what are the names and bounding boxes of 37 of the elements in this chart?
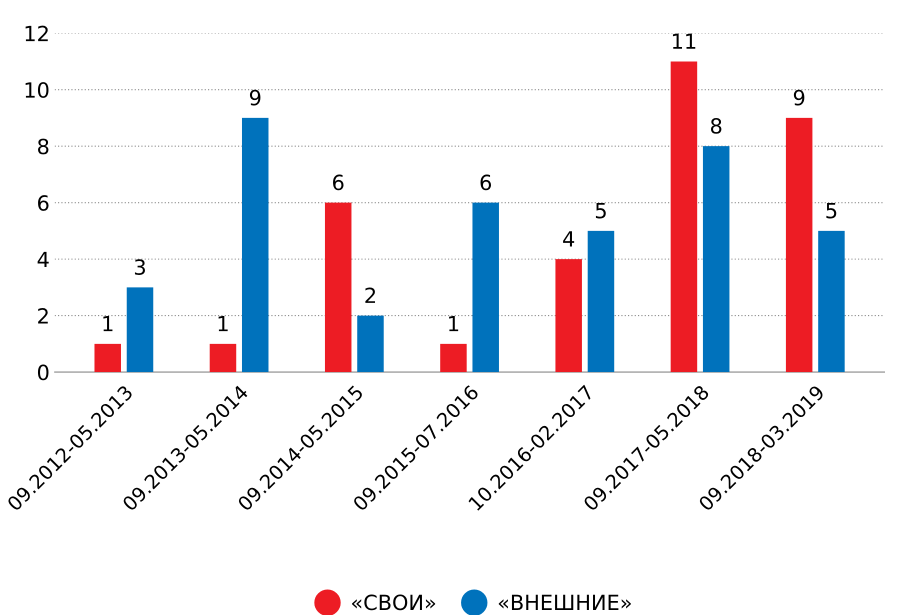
data-label: 6 — [333, 174, 344, 190]
data-label: 8 — [710, 118, 722, 134]
data-label: 5 — [826, 203, 836, 219]
bar — [588, 230, 614, 372]
data-label: 11 — [672, 34, 696, 49]
data-label: 1 — [103, 316, 112, 332]
legend-label: «ВНЕШНИЕ» — [498, 594, 631, 610]
data-label: 5 — [596, 203, 606, 219]
data-label: 9 — [794, 90, 804, 106]
bar — [210, 344, 236, 372]
bar — [670, 61, 698, 372]
bar — [702, 146, 730, 372]
y-tick-label: 6 — [38, 195, 49, 211]
bar — [786, 118, 812, 372]
y-tick-label: 10 — [26, 82, 48, 98]
bar — [555, 259, 582, 372]
legend-label: «СВОИ» — [352, 594, 436, 610]
bar — [818, 230, 845, 372]
y-tick-label: 12 — [26, 26, 48, 42]
data-label: 1 — [449, 316, 458, 332]
bar — [324, 202, 352, 372]
bar — [440, 344, 467, 372]
bar — [94, 344, 121, 372]
bar — [472, 202, 499, 372]
y-tick-label: 2 — [38, 308, 48, 324]
bar — [357, 316, 384, 372]
data-label: 1 — [218, 316, 228, 332]
data-label: 3 — [134, 259, 145, 275]
y-tick-label: 4 — [38, 252, 49, 268]
data-label: 4 — [563, 231, 574, 246]
data-label: 2 — [365, 287, 376, 303]
y-tick-label: 0 — [38, 364, 48, 380]
data-label: 6 — [480, 174, 492, 190]
bar — [126, 287, 154, 372]
bar — [242, 118, 268, 372]
y-tick-label: 8 — [38, 138, 48, 154]
data-label: 9 — [250, 90, 260, 106]
